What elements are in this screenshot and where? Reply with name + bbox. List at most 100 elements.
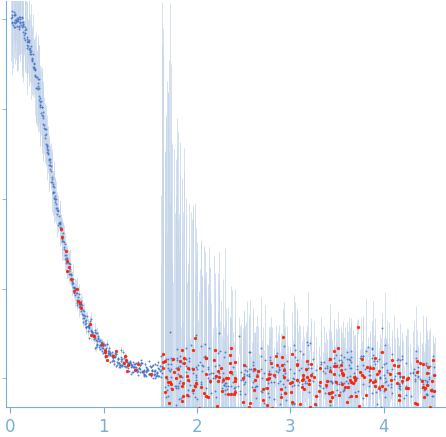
- Point: [182, 355, 189, 362]
- Point: [332, 351, 339, 358]
- Point: [111, 361, 118, 368]
- Point: [356, 402, 363, 409]
- Point: [245, 370, 252, 377]
- Point: [26, 46, 33, 53]
- Point: [340, 372, 347, 379]
- Point: [347, 378, 354, 385]
- Point: [231, 375, 239, 382]
- Point: [395, 409, 402, 416]
- Point: [322, 389, 329, 396]
- Point: [111, 352, 118, 359]
- Point: [112, 352, 119, 359]
- Point: [215, 378, 222, 385]
- Point: [381, 375, 388, 382]
- Point: [368, 344, 376, 351]
- Point: [412, 378, 419, 385]
- Point: [414, 372, 421, 379]
- Point: [430, 387, 438, 394]
- Point: [255, 409, 262, 416]
- Point: [289, 351, 296, 358]
- Point: [207, 369, 214, 376]
- Point: [221, 348, 228, 355]
- Point: [119, 361, 126, 368]
- Point: [268, 378, 275, 385]
- Point: [270, 396, 277, 403]
- Point: [78, 298, 85, 305]
- Point: [70, 284, 77, 291]
- Point: [132, 366, 139, 373]
- Point: [396, 374, 403, 381]
- Point: [82, 312, 89, 319]
- Point: [89, 329, 96, 336]
- Point: [151, 366, 158, 373]
- Point: [377, 387, 384, 394]
- Point: [361, 365, 368, 372]
- Point: [148, 371, 155, 378]
- Point: [68, 278, 75, 285]
- Point: [275, 367, 282, 374]
- Point: [344, 374, 351, 381]
- Point: [100, 343, 107, 350]
- Point: [431, 387, 438, 394]
- Point: [376, 382, 383, 389]
- Point: [331, 392, 339, 399]
- Point: [407, 370, 414, 377]
- Point: [333, 378, 340, 385]
- Point: [90, 331, 97, 338]
- Point: [424, 370, 431, 377]
- Point: [393, 369, 401, 376]
- Point: [13, 19, 20, 26]
- Point: [359, 372, 366, 379]
- Point: [49, 179, 56, 186]
- Point: [104, 349, 112, 356]
- Point: [150, 371, 157, 378]
- Point: [289, 375, 297, 382]
- Point: [175, 366, 182, 373]
- Point: [89, 329, 96, 336]
- Point: [35, 75, 42, 82]
- Point: [12, 23, 19, 30]
- Point: [148, 371, 155, 378]
- Point: [318, 359, 325, 366]
- Point: [24, 42, 31, 49]
- Point: [423, 378, 430, 385]
- Point: [65, 271, 72, 278]
- Point: [341, 380, 348, 387]
- Point: [178, 383, 186, 390]
- Point: [215, 373, 223, 380]
- Point: [396, 372, 404, 379]
- Point: [322, 382, 330, 389]
- Point: [296, 379, 303, 386]
- Point: [206, 378, 213, 385]
- Point: [77, 302, 84, 309]
- Point: [383, 378, 390, 385]
- Point: [110, 356, 117, 363]
- Point: [58, 235, 66, 242]
- Point: [237, 391, 244, 398]
- Point: [389, 357, 396, 364]
- Point: [416, 360, 423, 367]
- Point: [367, 372, 374, 379]
- Point: [56, 218, 63, 225]
- Point: [348, 347, 355, 354]
- Point: [198, 381, 205, 388]
- Point: [413, 354, 420, 361]
- Point: [149, 361, 157, 368]
- Point: [24, 34, 31, 41]
- Point: [31, 65, 38, 72]
- Point: [103, 357, 111, 364]
- Point: [67, 276, 74, 283]
- Point: [231, 384, 239, 391]
- Point: [369, 379, 376, 386]
- Point: [111, 350, 118, 357]
- Point: [27, 42, 34, 49]
- Point: [54, 222, 62, 229]
- Point: [428, 377, 435, 384]
- Point: [286, 365, 293, 372]
- Point: [320, 358, 327, 365]
- Point: [67, 275, 74, 282]
- Point: [117, 354, 124, 361]
- Point: [359, 395, 367, 402]
- Point: [219, 387, 226, 394]
- Point: [165, 382, 172, 389]
